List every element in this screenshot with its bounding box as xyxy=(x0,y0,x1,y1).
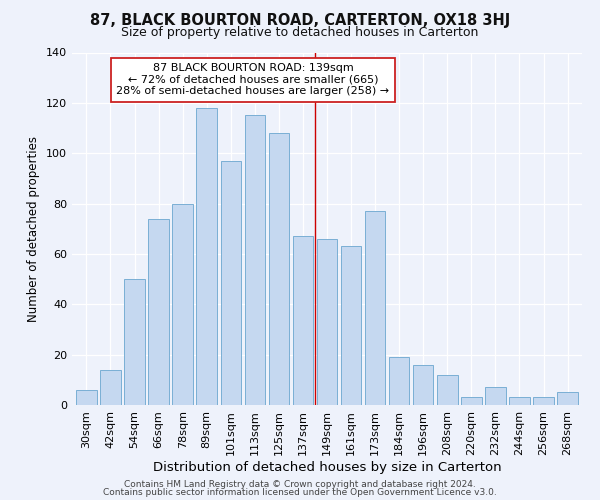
Bar xyxy=(76,390,97,405)
Bar xyxy=(437,375,458,405)
Bar xyxy=(365,211,385,405)
Bar xyxy=(124,279,145,405)
Bar xyxy=(221,161,241,405)
Bar xyxy=(100,370,121,405)
Bar xyxy=(148,218,169,405)
Bar xyxy=(293,236,313,405)
Bar xyxy=(245,116,265,405)
Bar xyxy=(485,388,506,405)
Bar xyxy=(389,357,409,405)
Text: 87 BLACK BOURTON ROAD: 139sqm
← 72% of detached houses are smaller (665)
28% of : 87 BLACK BOURTON ROAD: 139sqm ← 72% of d… xyxy=(116,63,389,96)
Bar xyxy=(269,133,289,405)
Text: 87, BLACK BOURTON ROAD, CARTERTON, OX18 3HJ: 87, BLACK BOURTON ROAD, CARTERTON, OX18 … xyxy=(90,12,510,28)
Bar xyxy=(196,108,217,405)
Bar xyxy=(341,246,361,405)
Bar xyxy=(317,239,337,405)
Bar xyxy=(461,398,482,405)
Bar xyxy=(533,398,554,405)
Bar xyxy=(509,398,530,405)
Bar xyxy=(172,204,193,405)
Text: Contains HM Land Registry data © Crown copyright and database right 2024.: Contains HM Land Registry data © Crown c… xyxy=(124,480,476,489)
Bar xyxy=(557,392,578,405)
Bar xyxy=(413,364,433,405)
Text: Size of property relative to detached houses in Carterton: Size of property relative to detached ho… xyxy=(121,26,479,39)
Text: Contains public sector information licensed under the Open Government Licence v3: Contains public sector information licen… xyxy=(103,488,497,497)
Y-axis label: Number of detached properties: Number of detached properties xyxy=(28,136,40,322)
X-axis label: Distribution of detached houses by size in Carterton: Distribution of detached houses by size … xyxy=(152,460,502,473)
